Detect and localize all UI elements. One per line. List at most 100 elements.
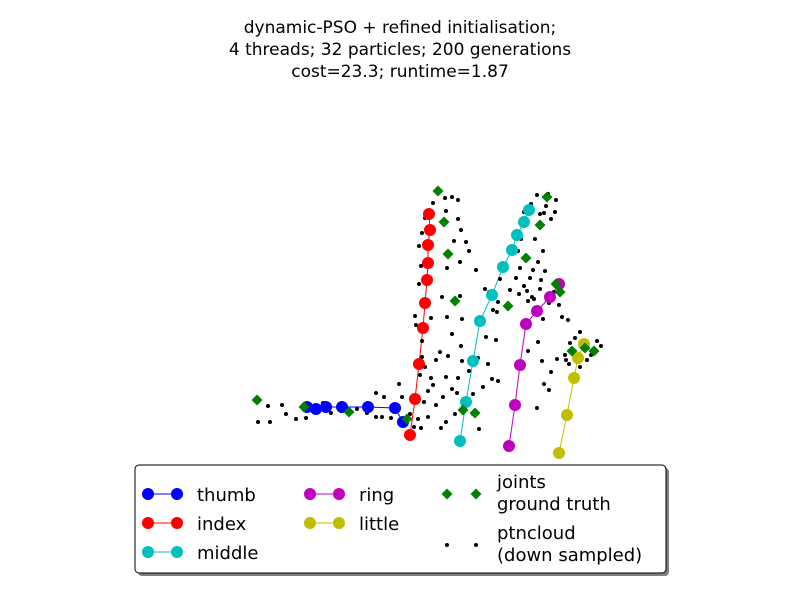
ptncloud-point-112 bbox=[397, 382, 401, 386]
ptncloud-point-46 bbox=[484, 335, 488, 339]
legend-label-ground-truth: joints ground truth bbox=[496, 472, 611, 515]
little-joint-1 bbox=[572, 352, 584, 364]
ground-truth-joint-9 bbox=[251, 394, 263, 406]
ptncloud-point-0 bbox=[443, 196, 447, 200]
ptncloud-point-141 bbox=[525, 289, 529, 293]
ring-joint-5 bbox=[509, 399, 521, 411]
ptncloud-point-86 bbox=[568, 341, 572, 345]
legend-marker-index-a bbox=[142, 517, 154, 529]
ptncloud-point-138 bbox=[539, 278, 543, 282]
ptncloud-point-107 bbox=[374, 415, 378, 419]
index-joint-7 bbox=[413, 358, 425, 370]
legend-label-thumb: thumb bbox=[197, 485, 256, 506]
ptncloud-point-36 bbox=[486, 362, 490, 366]
index-joint-9 bbox=[404, 429, 416, 441]
ptncloud-point-62 bbox=[554, 198, 558, 202]
legend-swatches bbox=[142, 488, 482, 558]
ptncloud-point-6 bbox=[452, 239, 456, 243]
middle-joint-1 bbox=[518, 216, 530, 228]
legend-label-ring: ring bbox=[359, 485, 394, 506]
ptncloud-point-136 bbox=[560, 315, 564, 319]
ptncloud-point-1 bbox=[450, 195, 454, 199]
ground-truth-joint-13 bbox=[502, 300, 514, 312]
ground-truth-joint-16 bbox=[566, 345, 578, 357]
chart-title-line-3: cost=23.3; runtime=1.87 bbox=[291, 62, 509, 82]
middle-line bbox=[459, 209, 530, 442]
ptncloud-point-92 bbox=[578, 330, 582, 334]
ptncloud-point-7 bbox=[464, 240, 468, 244]
ptncloud-point-60 bbox=[538, 212, 542, 216]
middle-joint-9 bbox=[454, 435, 466, 447]
point-cloud-layer bbox=[256, 192, 603, 431]
legend-marker-little-a bbox=[304, 517, 316, 529]
legend-label-ground-truth-line2: ground truth bbox=[497, 494, 611, 515]
ptncloud-point-108 bbox=[380, 415, 384, 419]
middle-joint-0 bbox=[523, 204, 535, 216]
ground-truth-joint-8 bbox=[298, 401, 310, 413]
ptncloud-point-28 bbox=[441, 395, 445, 399]
ground-truth-joint-4 bbox=[457, 404, 469, 416]
ptncloud-point-9 bbox=[458, 260, 462, 264]
ptncloud-point-27 bbox=[450, 387, 454, 391]
ptncloud-point-121 bbox=[420, 355, 424, 359]
legend-marker-middle-a bbox=[142, 546, 154, 558]
ptncloud-point-53 bbox=[531, 268, 535, 272]
ptncloud-point-126 bbox=[417, 282, 421, 286]
ptncloud-point-22 bbox=[460, 359, 464, 363]
ptncloud-point-76 bbox=[540, 359, 544, 363]
legend-label-middle: middle bbox=[197, 543, 258, 564]
ptncloud-point-85 bbox=[599, 344, 603, 348]
ptncloud-point-21 bbox=[459, 344, 463, 348]
ptncloud-point-69 bbox=[522, 284, 526, 288]
thumb-joint-3 bbox=[336, 401, 348, 413]
middle-joint-3 bbox=[506, 244, 518, 256]
ptncloud-point-16 bbox=[450, 332, 454, 336]
ptncloud-point-118 bbox=[431, 383, 435, 387]
ptncloud-point-40 bbox=[455, 391, 459, 395]
ptncloud-point-38 bbox=[481, 385, 485, 389]
ptncloud-point-12 bbox=[440, 295, 444, 299]
ground-truth-joint-3 bbox=[449, 295, 461, 307]
ground-truth-joint-15 bbox=[550, 278, 562, 290]
legend-marker-ptncloud-a bbox=[445, 543, 449, 547]
index-joint-2 bbox=[422, 239, 434, 251]
ptncloud-point-128 bbox=[417, 244, 421, 248]
index-joint-5 bbox=[419, 297, 431, 309]
ptncloud-point-133 bbox=[542, 211, 546, 215]
ptncloud-point-143 bbox=[496, 300, 500, 304]
ground-truth-joint-7 bbox=[343, 406, 355, 418]
ptncloud-point-110 bbox=[374, 391, 378, 395]
ground-truth-joint-12 bbox=[520, 252, 532, 264]
little-joint-2 bbox=[568, 372, 580, 384]
ptncloud-point-75 bbox=[526, 349, 530, 353]
ptncloud-point-135 bbox=[566, 318, 570, 322]
ptncloud-point-98 bbox=[268, 420, 272, 424]
index-joint-3 bbox=[422, 257, 434, 269]
ring-joint-6 bbox=[503, 440, 515, 452]
ptncloud-point-34 bbox=[467, 369, 471, 373]
ptncloud-point-25 bbox=[429, 376, 433, 380]
ptncloud-point-90 bbox=[585, 358, 589, 362]
ptncloud-point-100 bbox=[304, 416, 308, 420]
ptncloud-point-79 bbox=[555, 357, 559, 361]
index-joint-6 bbox=[417, 322, 429, 334]
ptncloud-point-87 bbox=[563, 353, 567, 357]
ptncloud-point-116 bbox=[412, 425, 416, 429]
ptncloud-point-59 bbox=[549, 217, 553, 221]
legend-label-ptncloud-line2: (down sampled) bbox=[497, 545, 642, 566]
ptncloud-point-26 bbox=[426, 389, 430, 393]
middle-joint-4 bbox=[497, 261, 509, 273]
legend-frame bbox=[134, 464, 667, 574]
ptncloud-point-134 bbox=[557, 303, 561, 307]
ground-truth-joint-6 bbox=[401, 413, 413, 425]
legend-marker-ptncloud-b bbox=[474, 543, 478, 547]
ptncloud-point-74 bbox=[536, 340, 540, 344]
ptncloud-point-64 bbox=[535, 193, 539, 197]
ptncloud-point-127 bbox=[419, 264, 423, 268]
ptncloud-point-19 bbox=[446, 354, 450, 358]
ptncloud-point-122 bbox=[420, 339, 424, 343]
ptncloud-point-131 bbox=[431, 201, 435, 205]
ptncloud-point-93 bbox=[567, 362, 571, 366]
ptncloud-point-14 bbox=[445, 315, 449, 319]
ptncloud-point-71 bbox=[538, 287, 542, 291]
